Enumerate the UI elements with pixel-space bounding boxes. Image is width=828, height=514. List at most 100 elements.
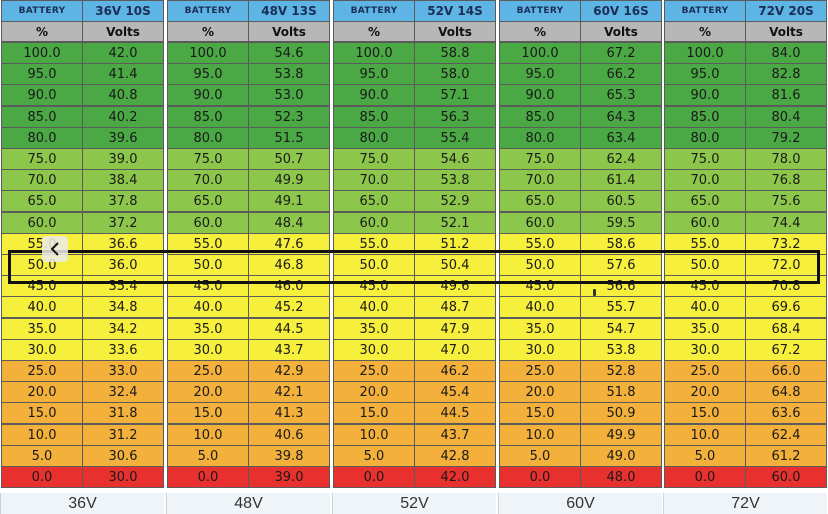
percent-cell: 45.0 <box>1 275 83 297</box>
volts-cell: 42.1 <box>248 381 330 403</box>
volts-cell: 36.6 <box>82 233 164 255</box>
percent-cell: 0.0 <box>1 466 83 488</box>
volts-cell: 80.4 <box>745 106 827 128</box>
percent-cell: 30.0 <box>499 339 581 361</box>
chevron-left-icon <box>49 242 61 256</box>
volts-cell: 62.4 <box>580 148 662 170</box>
volts-cell: 30.0 <box>82 466 164 488</box>
percent-cell: 5.0 <box>499 445 581 467</box>
percent-cell: 5.0 <box>664 445 746 467</box>
percent-cell: 0.0 <box>664 466 746 488</box>
volts-cell: 50.4 <box>414 254 496 276</box>
volts-cell: 41.3 <box>248 402 330 424</box>
battery-header: BATTERY <box>499 0 581 22</box>
percent-cell: 5.0 <box>167 445 249 467</box>
percent-cell: 70.0 <box>167 169 249 191</box>
volts-cell: 45.4 <box>414 381 496 403</box>
table-footer-label: 72V <box>663 493 827 514</box>
volts-cell: 49.0 <box>580 445 662 467</box>
percent-cell: 15.0 <box>664 402 746 424</box>
percent-cell: 95.0 <box>333 63 415 85</box>
volts-cell: 44.5 <box>414 402 496 424</box>
volts-cell: 30.6 <box>82 445 164 467</box>
volts-cell: 32.4 <box>82 381 164 403</box>
volts-cell: 74.4 <box>745 212 827 234</box>
volts-cell: 60.5 <box>580 190 662 212</box>
percent-cell: 100.0 <box>1 42 83 64</box>
percent-cell: 30.0 <box>167 339 249 361</box>
volts-cell: 52.3 <box>248 106 330 128</box>
volts-cell: 33.0 <box>82 360 164 382</box>
percent-cell: 10.0 <box>1 424 83 446</box>
percent-cell: 75.0 <box>333 148 415 170</box>
percent-cell: 25.0 <box>333 360 415 382</box>
percent-cell: 55.0 <box>499 233 581 255</box>
volts-cell: 35.4 <box>82 275 164 297</box>
percent-cell: 5.0 <box>1 445 83 467</box>
percent-cell: 70.0 <box>499 169 581 191</box>
volts-cell: 70.8 <box>745 275 827 297</box>
back-button[interactable] <box>42 236 68 262</box>
volts-cell: 51.5 <box>248 127 330 149</box>
volts-header: Volts <box>414 21 496 42</box>
volts-cell: 49.9 <box>580 424 662 446</box>
percent-cell: 25.0 <box>1 360 83 382</box>
percent-cell: 40.0 <box>664 296 746 318</box>
percent-header: % <box>333 21 415 42</box>
percent-cell: 95.0 <box>1 63 83 85</box>
volts-header: Volts <box>745 21 827 42</box>
percent-header: % <box>167 21 249 42</box>
percent-cell: 100.0 <box>664 42 746 64</box>
volts-cell: 61.2 <box>745 445 827 467</box>
percent-cell: 60.0 <box>167 212 249 234</box>
volts-cell: 58.0 <box>414 63 496 85</box>
volts-cell: 67.2 <box>745 339 827 361</box>
pack-title: 60V 16S <box>580 0 662 22</box>
volts-cell: 49.1 <box>248 190 330 212</box>
percent-cell: 65.0 <box>1 190 83 212</box>
percent-cell: 100.0 <box>167 42 249 64</box>
battery-header: BATTERY <box>167 0 249 22</box>
volts-cell: 40.6 <box>248 424 330 446</box>
table-footer-label: 36V <box>0 493 164 514</box>
volts-cell: 49.9 <box>248 169 330 191</box>
battery-voltage-charts: BATTERY 36V 10S% Volts 100.0 42.0 95.0 41.4 90.… <box>1 0 828 492</box>
volts-cell: 53.8 <box>580 339 662 361</box>
volts-cell: 62.4 <box>745 424 827 446</box>
volts-cell: 39.0 <box>82 148 164 170</box>
volts-cell: 43.7 <box>248 339 330 361</box>
percent-cell: 15.0 <box>167 402 249 424</box>
percent-cell: 30.0 <box>333 339 415 361</box>
battery-header: BATTERY <box>664 0 746 22</box>
percent-cell: 60.0 <box>499 212 581 234</box>
volts-cell: 45.2 <box>248 296 330 318</box>
volts-cell: 78.0 <box>745 148 827 170</box>
percent-cell: 65.0 <box>167 190 249 212</box>
volts-cell: 40.8 <box>82 84 164 106</box>
percent-cell: 80.0 <box>1 127 83 149</box>
volts-cell: 38.4 <box>82 169 164 191</box>
volts-cell: 42.0 <box>414 466 496 488</box>
volts-cell: 64.3 <box>580 106 662 128</box>
table-footer-label: 48V <box>166 493 330 514</box>
volts-cell: 42.8 <box>414 445 496 467</box>
percent-cell: 85.0 <box>499 106 581 128</box>
mouse-cursor <box>593 289 596 296</box>
battery-table-72v: BATTERY 72V 20S% Volts 100.0 84.0 95.0 82.8 90.… <box>664 0 828 492</box>
percent-cell: 55.0 <box>333 233 415 255</box>
volts-cell: 41.4 <box>82 63 164 85</box>
percent-cell: 5.0 <box>333 445 415 467</box>
percent-cell: 90.0 <box>1 84 83 106</box>
percent-cell: 95.0 <box>664 63 746 85</box>
percent-cell: 25.0 <box>664 360 746 382</box>
battery-header: BATTERY <box>1 0 83 22</box>
pack-title: 52V 14S <box>414 0 496 22</box>
volts-cell: 73.2 <box>745 233 827 255</box>
volts-cell: 36.0 <box>82 254 164 276</box>
volts-cell: 46.0 <box>248 275 330 297</box>
percent-cell: 55.0 <box>167 233 249 255</box>
battery-table-48v: BATTERY 48V 13S% Volts 100.0 54.6 95.0 53.8 90.… <box>167 0 331 492</box>
volts-cell: 48.7 <box>414 296 496 318</box>
volts-cell: 46.2 <box>414 360 496 382</box>
volts-cell: 54.6 <box>248 42 330 64</box>
